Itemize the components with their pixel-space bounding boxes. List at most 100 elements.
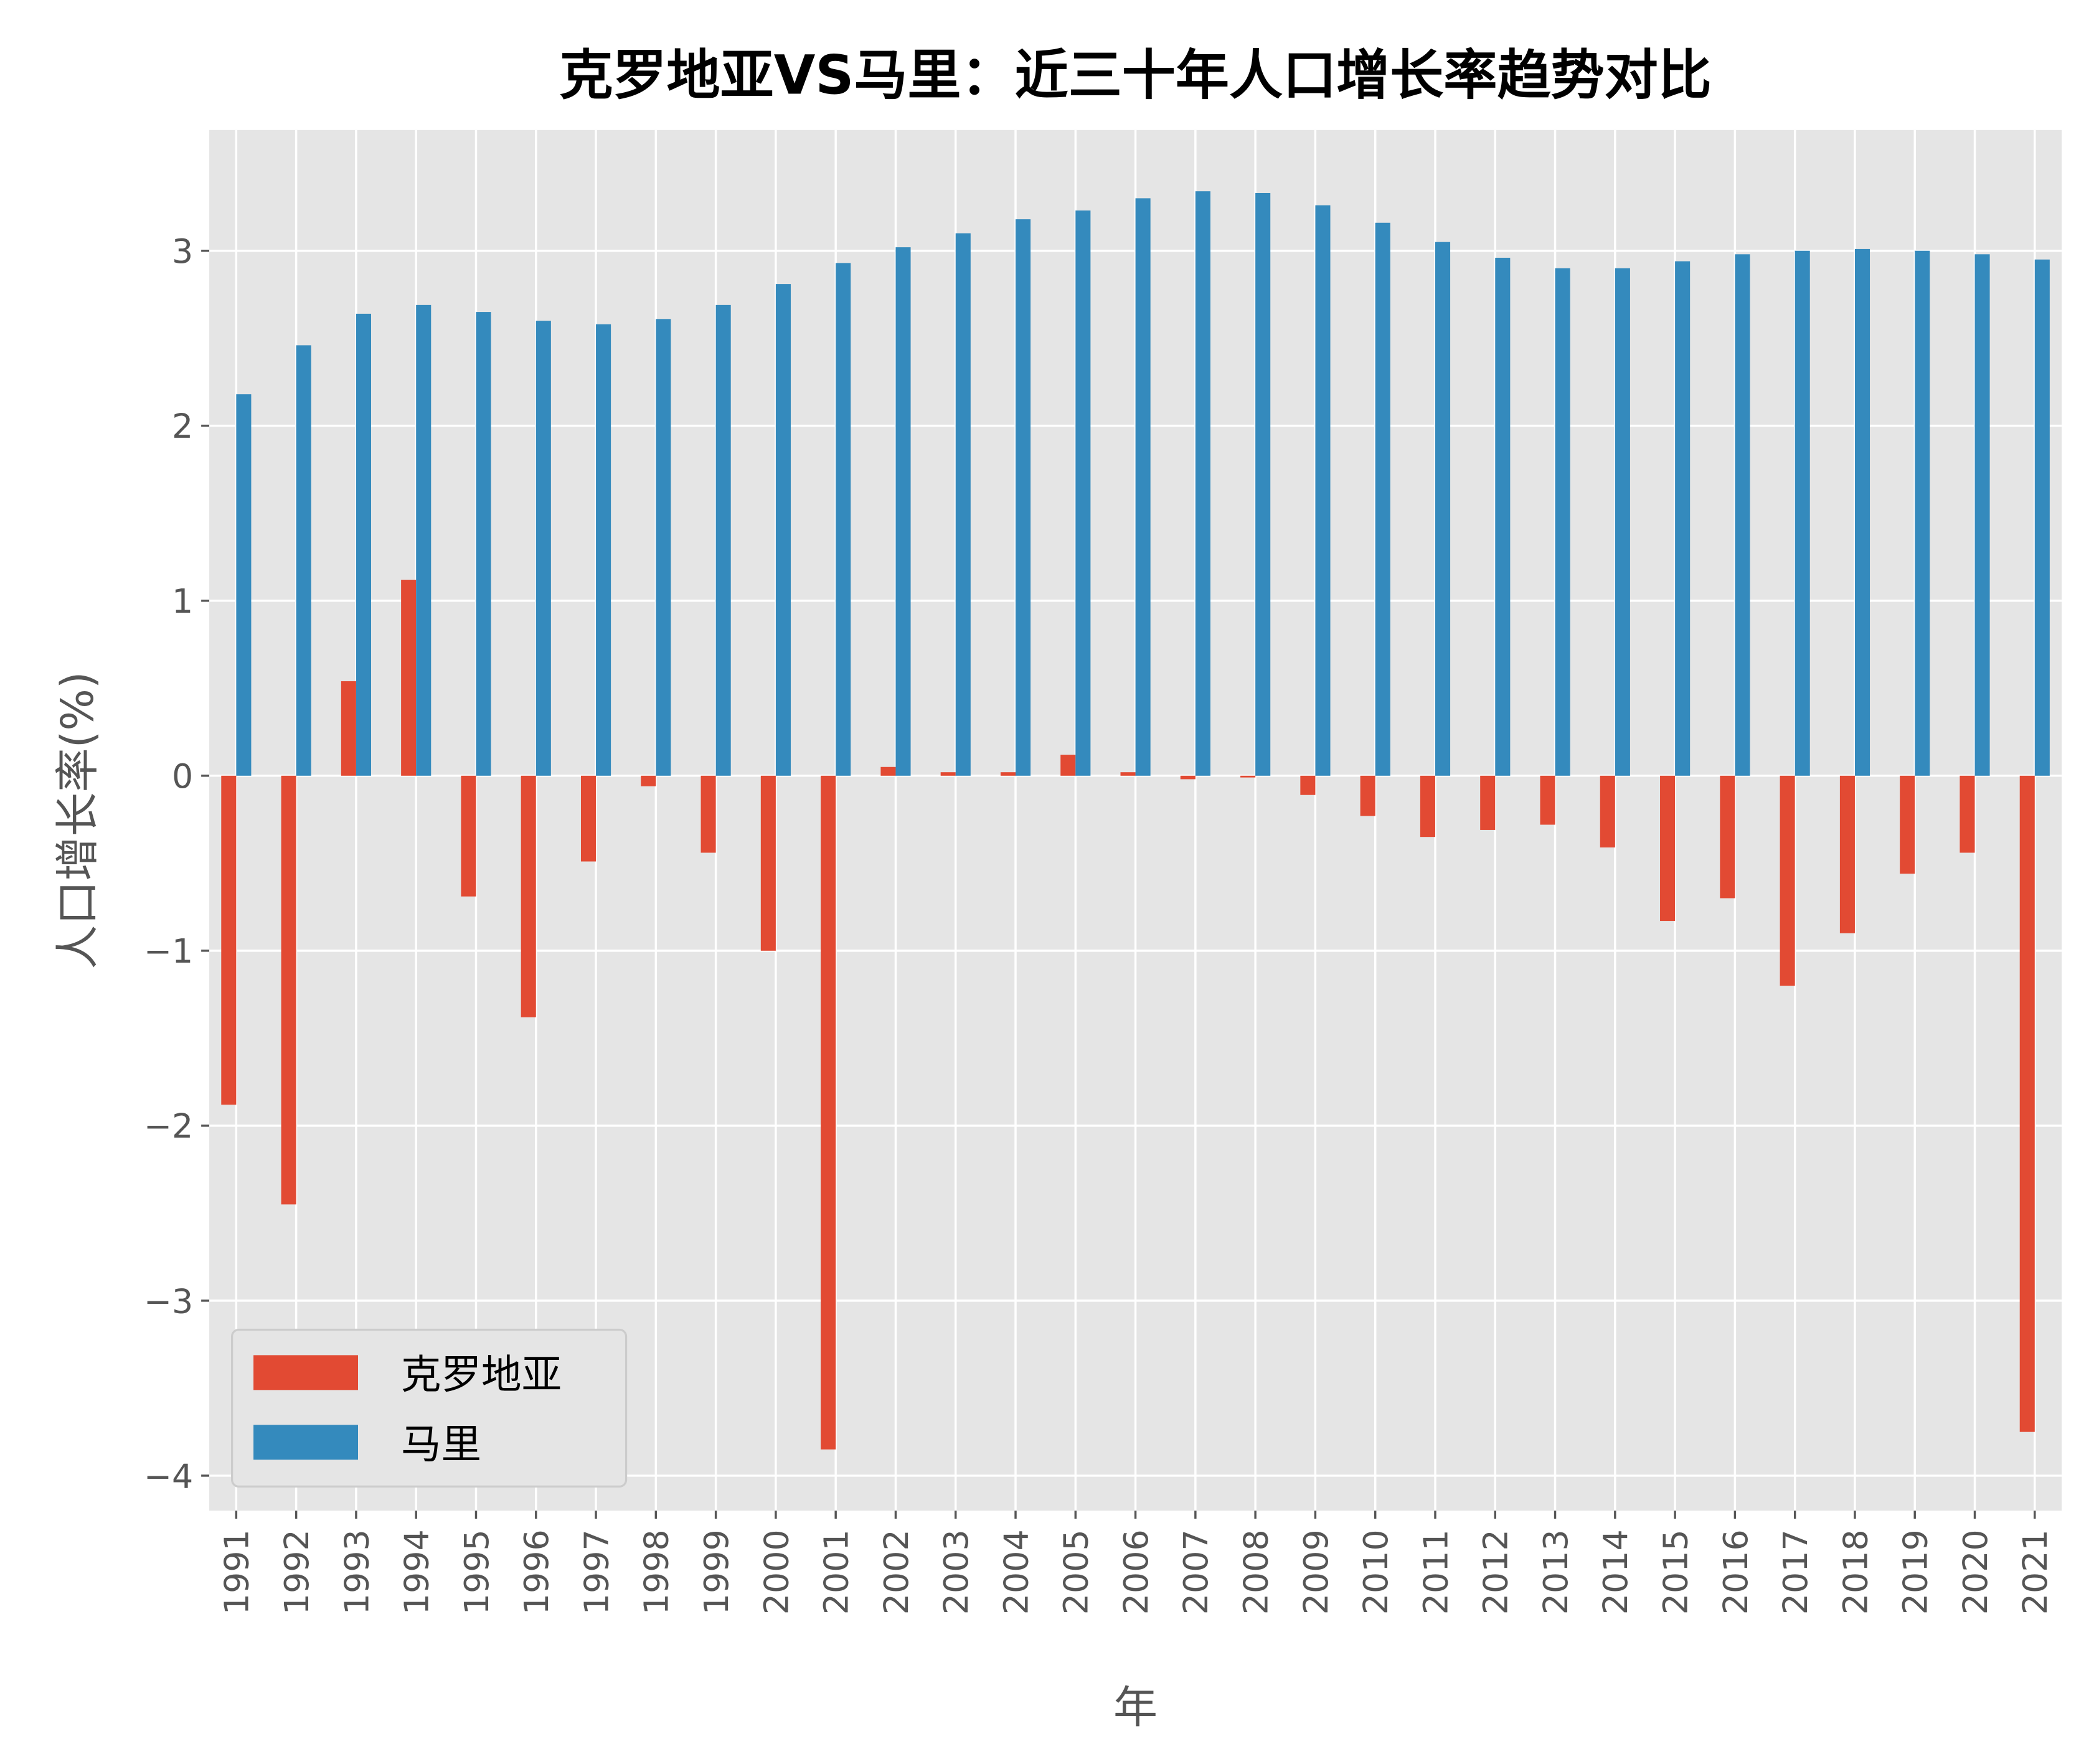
x-tick-label: 2003 xyxy=(936,1529,976,1615)
x-tick-label: 2016 xyxy=(1716,1529,1755,1615)
bar-mali-1992 xyxy=(296,345,311,776)
bar-croatia-2006 xyxy=(1120,772,1136,776)
bar-croatia-1994 xyxy=(401,580,417,776)
x-axis-label: 年 xyxy=(1113,1681,1158,1733)
y-axis-label: 人口增长率(%) xyxy=(52,671,103,969)
bar-croatia-2009 xyxy=(1300,775,1316,795)
bar-mali-2002 xyxy=(895,247,911,776)
bar-croatia-2012 xyxy=(1480,775,1496,830)
bar-mali-1993 xyxy=(356,313,371,776)
bar-mali-2000 xyxy=(775,284,791,776)
legend-swatch-croatia xyxy=(253,1355,358,1390)
bar-croatia-2004 xyxy=(1000,772,1016,776)
x-tick-label: 2002 xyxy=(877,1529,916,1615)
x-tick-label: 1997 xyxy=(577,1529,616,1615)
bar-mali-2012 xyxy=(1495,257,1511,776)
bar-mali-2008 xyxy=(1255,192,1271,776)
bar-croatia-1996 xyxy=(521,775,536,1017)
x-tick-label: 2015 xyxy=(1656,1529,1695,1615)
x-tick-label: 2008 xyxy=(1237,1529,1276,1615)
x-tick-label: 2000 xyxy=(757,1529,796,1615)
x-tick-label: 2020 xyxy=(1956,1529,1995,1615)
bar-mali-2017 xyxy=(1795,250,1810,776)
bar-mali-1997 xyxy=(596,324,611,776)
bar-mali-2016 xyxy=(1735,254,1750,776)
bar-mali-2018 xyxy=(1854,248,1870,776)
x-tick-label: 1996 xyxy=(517,1529,556,1615)
bar-croatia-1999 xyxy=(700,775,716,853)
y-tick-label: −3 xyxy=(144,1281,193,1321)
bar-croatia-2013 xyxy=(1540,775,1555,825)
bar-croatia-1993 xyxy=(341,681,356,776)
bar-mali-1996 xyxy=(535,321,551,776)
legend: 克罗地亚 马里 xyxy=(231,1328,628,1488)
bar-mali-1991 xyxy=(236,394,252,776)
x-tick-label: 2009 xyxy=(1296,1529,1336,1615)
bar-mali-1995 xyxy=(476,312,491,776)
x-tick-label: 1992 xyxy=(277,1529,316,1615)
bar-mali-2007 xyxy=(1195,191,1210,776)
bar-mali-2019 xyxy=(1915,250,1930,776)
bar-mali-2004 xyxy=(1016,219,1031,776)
bar-croatia-1991 xyxy=(221,775,237,1105)
legend-label-mali: 马里 xyxy=(401,1422,481,1468)
bar-croatia-2010 xyxy=(1360,775,1375,816)
x-tick-label: 2004 xyxy=(996,1529,1035,1615)
y-tick-label: −4 xyxy=(144,1456,193,1496)
bar-mali-2011 xyxy=(1435,242,1451,776)
x-tick-label: 2007 xyxy=(1176,1529,1215,1615)
y-tick-label: 2 xyxy=(172,407,193,446)
x-tick-label: 1994 xyxy=(397,1529,436,1615)
x-tick-label: 2011 xyxy=(1416,1529,1455,1615)
bar-croatia-2000 xyxy=(760,775,776,951)
bar-croatia-1998 xyxy=(641,775,656,786)
bar-mali-2020 xyxy=(1974,254,1990,776)
bar-croatia-2016 xyxy=(1720,775,1735,899)
bar-mali-2010 xyxy=(1375,222,1390,776)
x-tick-label: 1998 xyxy=(637,1529,676,1615)
bar-croatia-2008 xyxy=(1240,775,1256,778)
bar-croatia-2002 xyxy=(880,766,896,776)
bar-croatia-2011 xyxy=(1420,775,1435,837)
x-tick-label: 2006 xyxy=(1116,1529,1156,1615)
x-tick-label: 2019 xyxy=(1896,1529,1935,1615)
bar-croatia-2020 xyxy=(1960,775,1975,853)
bar-mali-2005 xyxy=(1075,210,1091,776)
x-tick-label: 2014 xyxy=(1596,1529,1635,1615)
bar-croatia-1997 xyxy=(580,775,597,862)
x-tick-label: 2021 xyxy=(2016,1529,2055,1615)
legend-swatch-mali xyxy=(253,1425,358,1460)
y-tick-label: 3 xyxy=(172,232,193,271)
x-tick-label: 2010 xyxy=(1356,1529,1395,1615)
bar-mali-2009 xyxy=(1315,205,1331,776)
x-tick-label: 2018 xyxy=(1836,1529,1875,1615)
bar-mali-2003 xyxy=(955,233,971,776)
bar-mali-2021 xyxy=(2034,259,2050,776)
x-tick-label: 2005 xyxy=(1057,1529,1096,1615)
bar-croatia-2003 xyxy=(940,772,956,776)
x-tick-label: 1991 xyxy=(217,1529,257,1615)
x-tick-label: 1995 xyxy=(457,1529,496,1615)
bar-croatia-1992 xyxy=(281,775,296,1205)
x-tick-label: 1993 xyxy=(337,1529,376,1615)
bar-mali-1994 xyxy=(416,304,432,776)
bar-croatia-2005 xyxy=(1060,755,1076,776)
bar-croatia-2021 xyxy=(2019,775,2035,1432)
bar-croatia-2018 xyxy=(1839,775,1855,933)
x-tick-label: 2013 xyxy=(1536,1529,1575,1615)
bar-croatia-2019 xyxy=(1900,775,1915,874)
y-tick-label: 0 xyxy=(172,757,193,796)
bar-mali-2014 xyxy=(1615,268,1630,776)
bar-croatia-2007 xyxy=(1180,775,1196,780)
legend-label-croatia: 克罗地亚 xyxy=(401,1352,562,1398)
bar-mali-1999 xyxy=(715,304,731,776)
chart-title: 克罗地亚VS马里：近三十年人口增长率趋势对比 xyxy=(559,45,1712,107)
y-tick-label: 1 xyxy=(172,582,193,621)
x-tick-label: 1999 xyxy=(697,1529,736,1615)
bar-mali-2015 xyxy=(1675,261,1691,776)
bar-croatia-1995 xyxy=(461,775,476,897)
y-tick-label: −2 xyxy=(144,1106,193,1146)
x-tick-label: 2017 xyxy=(1776,1529,1815,1615)
bar-croatia-2001 xyxy=(821,775,836,1450)
